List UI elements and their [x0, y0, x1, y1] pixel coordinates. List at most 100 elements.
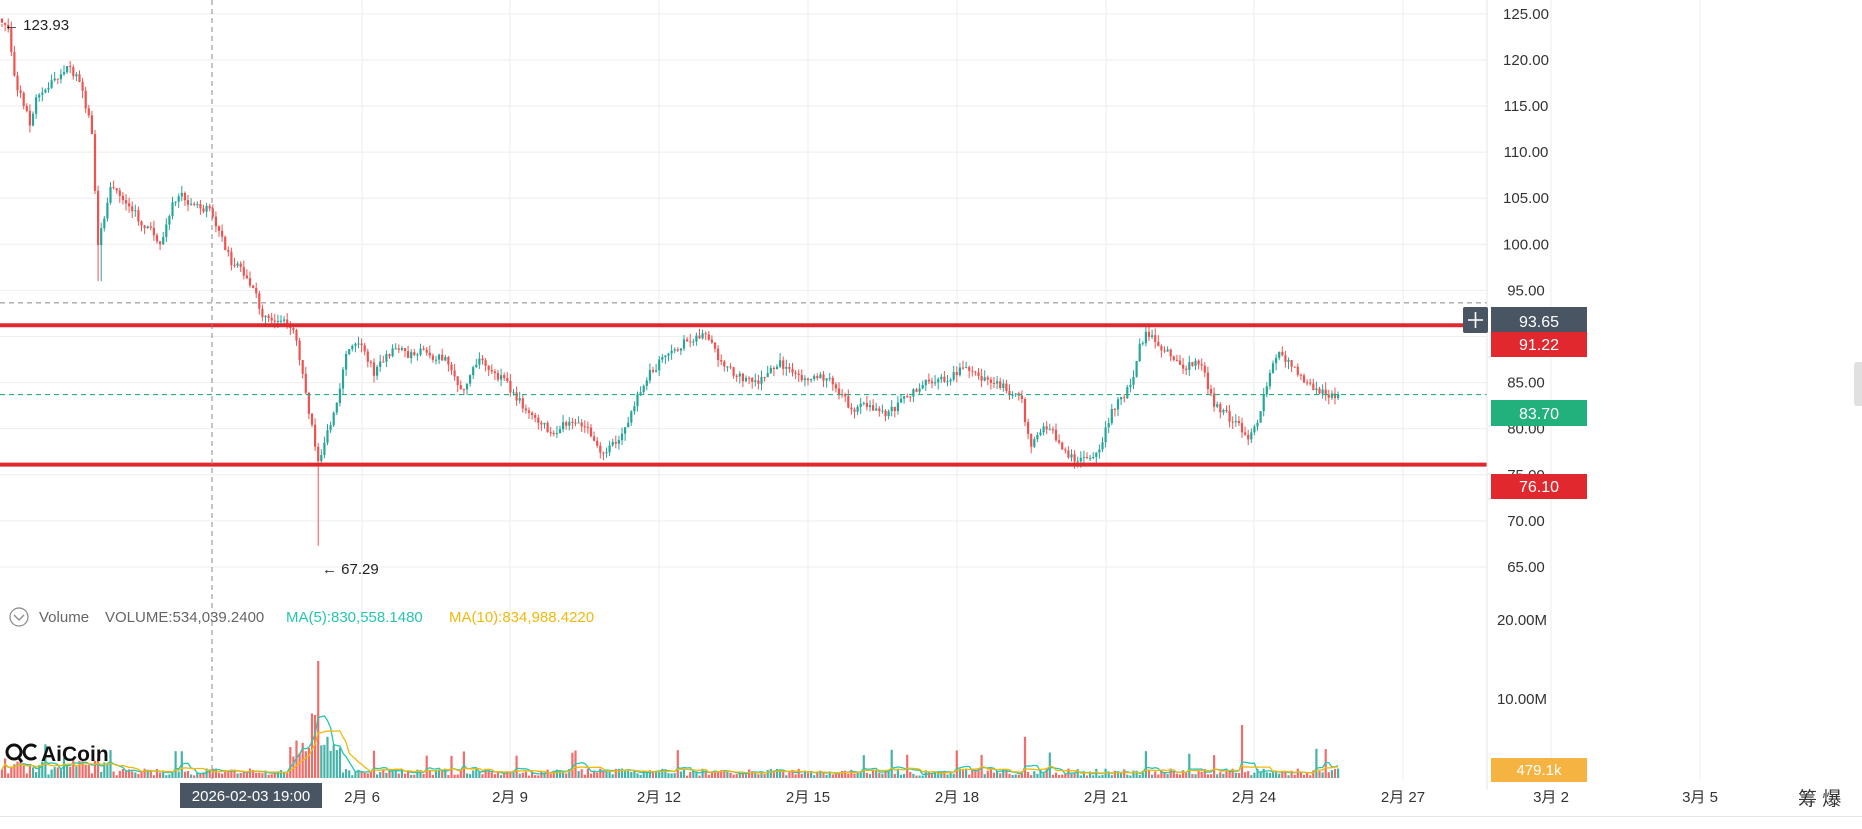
volume-bar — [633, 770, 636, 778]
candle-body — [729, 366, 732, 368]
volume-bar — [524, 771, 527, 778]
volume-bar — [608, 770, 611, 778]
volume-bar — [819, 770, 822, 778]
chevron-down-circle-icon[interactable] — [9, 607, 29, 627]
volume-bar — [636, 773, 639, 778]
volume-bar — [720, 770, 723, 778]
candle-body — [1110, 408, 1113, 424]
volume-bar — [971, 768, 974, 778]
candle-body — [506, 378, 509, 381]
candle-body — [946, 381, 949, 383]
volume-bar — [1256, 768, 1259, 778]
candle-body — [75, 74, 78, 77]
volume-bar — [509, 771, 512, 778]
candle-body — [199, 203, 202, 209]
volume-bar — [121, 769, 124, 778]
candle-body — [1092, 456, 1095, 458]
candle-body — [701, 333, 704, 339]
volume-bar — [183, 771, 186, 778]
candle-body — [816, 376, 819, 379]
volume-bar — [304, 751, 307, 778]
candle-body — [152, 227, 155, 236]
candle-body — [1098, 449, 1101, 453]
candle-body — [394, 348, 397, 350]
candle-body — [1290, 360, 1293, 367]
volume-bar — [1309, 775, 1312, 778]
candle-body — [930, 381, 934, 384]
candle-body — [1306, 382, 1309, 384]
volume-bar — [813, 775, 816, 778]
volume-bar — [1206, 774, 1209, 778]
volume-bar — [748, 769, 751, 778]
volume-bar — [887, 770, 890, 778]
side-panel-handle[interactable] — [1854, 362, 1862, 406]
horizontal-lines[interactable] — [0, 302, 1487, 467]
candle-body — [493, 371, 496, 373]
candle-body — [627, 422, 630, 428]
candle-body — [692, 341, 695, 343]
volume-bar — [1290, 770, 1293, 778]
volume-bar — [35, 772, 38, 778]
volume-bar — [831, 774, 834, 778]
time-tick-label: 2月 9 — [492, 789, 528, 806]
candle-body — [4, 22, 7, 25]
candle-body — [859, 403, 862, 407]
candle-body — [165, 224, 168, 238]
volume-bar — [196, 772, 199, 778]
volume-bar — [1008, 773, 1011, 778]
volume-bar — [1076, 769, 1079, 778]
candle-body — [379, 361, 382, 367]
candle-body — [50, 80, 53, 88]
volume-bar — [1240, 725, 1244, 778]
volume-bar — [881, 773, 884, 778]
volume-bar — [190, 774, 193, 778]
volume-bar — [1191, 774, 1194, 778]
volume-bar — [400, 769, 403, 778]
candle-body — [676, 349, 679, 351]
candle-body — [837, 388, 841, 395]
candle-body — [171, 202, 174, 217]
volume-bar — [723, 770, 726, 778]
volume-bar — [686, 775, 689, 778]
candle-body — [385, 354, 388, 362]
volume-bar — [692, 770, 695, 778]
time-tick-label: 2月 24 — [1232, 789, 1276, 806]
volume-bar — [53, 767, 56, 778]
volume-bar — [841, 770, 844, 778]
candle-body — [465, 383, 469, 390]
volume-ma5: MA(5):830,558.1480 — [286, 609, 423, 626]
time-tick-label: 3月 2 — [1533, 789, 1569, 806]
volume-bar — [100, 771, 103, 778]
candle-body — [1244, 432, 1247, 435]
candle-body — [286, 319, 289, 326]
candle-body — [608, 445, 611, 453]
candle-body — [59, 74, 62, 80]
volume-bar — [174, 751, 177, 778]
candle-body — [1014, 393, 1017, 395]
volume-bar — [323, 744, 326, 778]
candle-body — [803, 378, 806, 381]
volume-bar — [620, 768, 624, 778]
candle-body — [540, 422, 543, 425]
plus-icon[interactable] — [1463, 307, 1488, 333]
price-tick-label: 85.00 — [1507, 375, 1545, 392]
candle-body — [965, 367, 968, 369]
volume-bar — [884, 771, 887, 778]
volume-bar — [1271, 770, 1275, 778]
candle-body — [605, 452, 608, 454]
candle-body — [1141, 343, 1144, 345]
volume-bar — [1011, 775, 1014, 778]
volume-bar — [1020, 771, 1023, 778]
volume-bar — [890, 749, 893, 778]
volume-bar — [128, 769, 131, 778]
volume-bar — [1048, 752, 1051, 778]
candle-body — [388, 354, 391, 357]
candle-body — [1293, 366, 1296, 368]
volume-bar — [1194, 774, 1197, 778]
candle-body — [1089, 457, 1092, 459]
candle-body — [819, 374, 822, 379]
candle-body — [723, 361, 726, 367]
corner-text[interactable]: 筹 爆 — [1798, 788, 1841, 810]
volume-tick-label: 10.00M — [1497, 691, 1547, 708]
